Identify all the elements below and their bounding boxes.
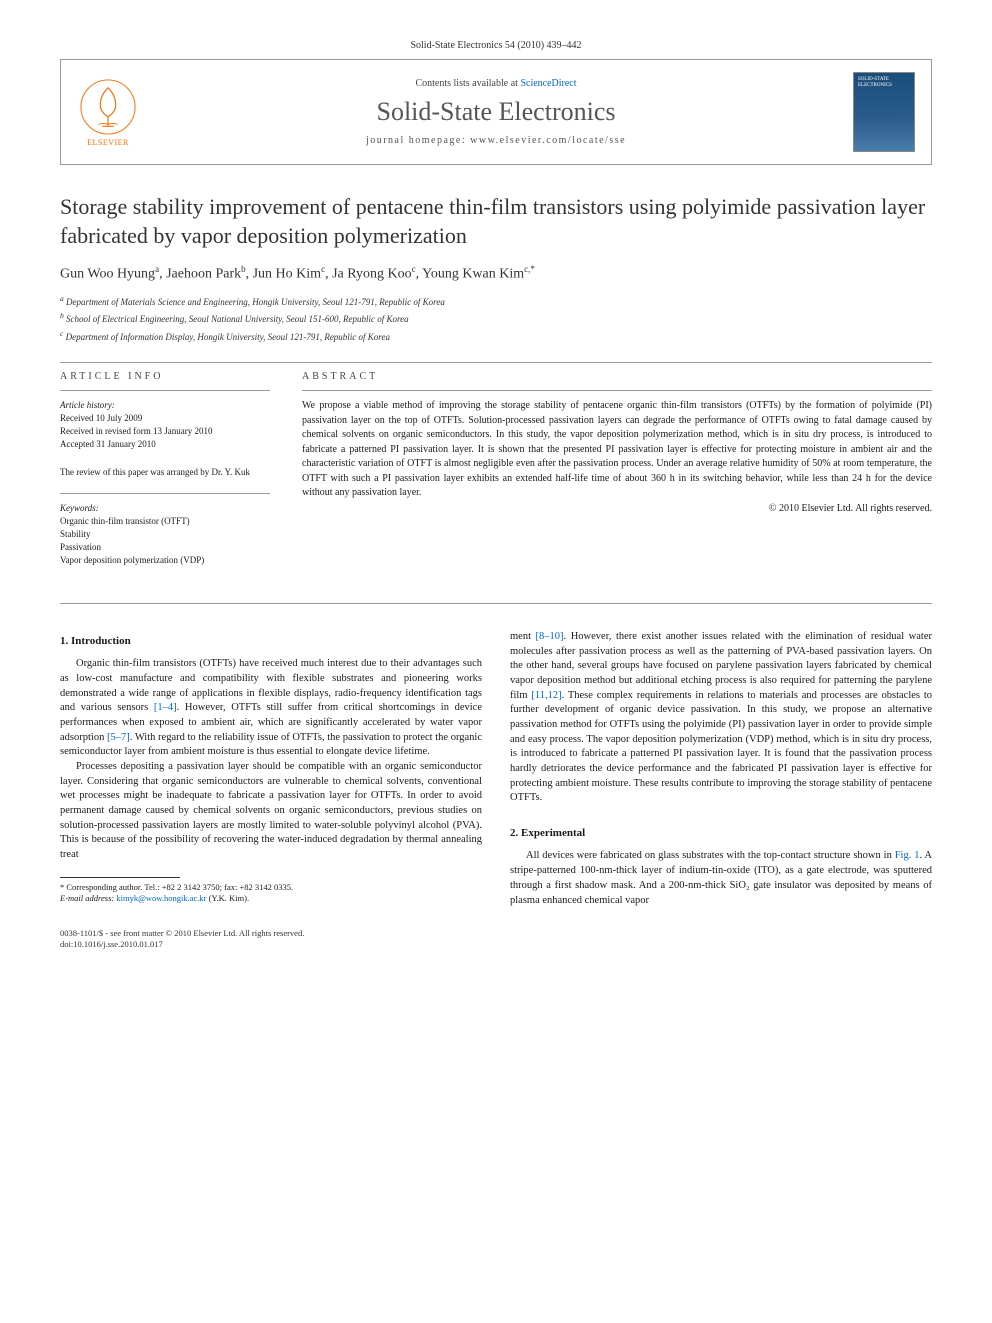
elsevier-tree-icon bbox=[79, 78, 137, 136]
keyword: Passivation bbox=[60, 541, 270, 554]
email-label: E-mail address: bbox=[60, 893, 116, 903]
intro-continuation: ment [8–10]. However, there exist anothe… bbox=[510, 630, 932, 806]
article-title: Storage stability improvement of pentace… bbox=[60, 193, 932, 250]
affiliation-line: c Department of Information Display, Hon… bbox=[60, 328, 932, 345]
journal-name: Solid-State Electronics bbox=[155, 97, 837, 127]
figure-ref-link[interactable]: Fig. 1 bbox=[895, 850, 920, 861]
intro-paragraph-1: Organic thin-film transistors (OTFTs) ha… bbox=[60, 657, 482, 760]
body-column-right: ment [8–10]. However, there exist anothe… bbox=[510, 630, 932, 908]
review-note: The review of this paper was arranged by… bbox=[60, 466, 270, 479]
sciencedirect-link[interactable]: ScienceDirect bbox=[520, 78, 576, 89]
info-abstract-row: ARTICLE INFO Article history: Received 1… bbox=[60, 371, 932, 580]
article-history: Article history: Received 10 July 2009 R… bbox=[60, 399, 270, 451]
affiliation-line: a Department of Materials Science and En… bbox=[60, 293, 932, 310]
divider-top bbox=[60, 362, 932, 363]
corresponding-author-footnote: * Corresponding author. Tel.: +82 2 3142… bbox=[60, 882, 482, 905]
journal-homepage: journal homepage: www.elsevier.com/locat… bbox=[155, 135, 837, 146]
elsevier-label: ELSEVIER bbox=[87, 138, 129, 147]
ref-link[interactable]: [8–10] bbox=[536, 631, 564, 642]
history-revised: Received in revised form 13 January 2010 bbox=[60, 425, 270, 438]
history-received: Received 10 July 2009 bbox=[60, 412, 270, 425]
abstract-text: We propose a viable method of improving … bbox=[302, 399, 932, 501]
affiliations: a Department of Materials Science and En… bbox=[60, 293, 932, 345]
authors-line: Gun Woo Hyunga, Jaehoon Parkb, Jun Ho Ki… bbox=[60, 264, 932, 283]
abstract-heading: ABSTRACT bbox=[302, 371, 932, 382]
divider-bottom bbox=[60, 603, 932, 604]
abstract-column: ABSTRACT We propose a viable method of i… bbox=[302, 371, 932, 580]
body-column-left: 1. Introduction Organic thin-film transi… bbox=[60, 630, 482, 908]
body-columns: 1. Introduction Organic thin-film transi… bbox=[60, 630, 932, 908]
contents-available-line: Contents lists available at ScienceDirec… bbox=[155, 78, 837, 89]
keyword: Vapor deposition polymerization (VDP) bbox=[60, 554, 270, 567]
cover-title: SOLID-STATE ELECTRONICS bbox=[858, 77, 910, 88]
history-accepted: Accepted 31 January 2010 bbox=[60, 438, 270, 451]
keywords-block: Keywords: Organic thin-film transistor (… bbox=[60, 502, 270, 567]
footer-doi: doi:10.1016/j.sse.2010.01.017 bbox=[60, 939, 932, 950]
email-suffix: (Y.K. Kim). bbox=[207, 893, 250, 903]
header-center: Contents lists available at ScienceDirec… bbox=[155, 78, 837, 146]
footnote-separator bbox=[60, 877, 180, 878]
keyword: Organic thin-film transistor (OTFT) bbox=[60, 515, 270, 528]
experim al-paragraph-1: All devices were fabricated on glass sub… bbox=[510, 849, 932, 908]
info-divider-1 bbox=[60, 390, 270, 391]
keywords-label: Keywords: bbox=[60, 502, 270, 515]
article-info-column: ARTICLE INFO Article history: Received 1… bbox=[60, 371, 270, 580]
abstract-copyright: © 2010 Elsevier Ltd. All rights reserved… bbox=[302, 503, 932, 514]
info-divider-2 bbox=[60, 493, 270, 494]
journal-cover-thumbnail: SOLID-STATE ELECTRONICS bbox=[853, 72, 915, 152]
journal-header-box: ELSEVIER Contents lists available at Sci… bbox=[60, 59, 932, 165]
elsevier-logo: ELSEVIER bbox=[77, 76, 139, 148]
contents-prefix: Contents lists available at bbox=[415, 78, 520, 89]
keyword: Stability bbox=[60, 528, 270, 541]
history-label: Article history: bbox=[60, 399, 270, 412]
affiliation-line: b School of Electrical Engineering, Seou… bbox=[60, 310, 932, 327]
section-heading-introduction: 1. Introduction bbox=[60, 634, 482, 649]
ref-link[interactable]: [1–4] bbox=[154, 702, 177, 713]
abstract-divider bbox=[302, 390, 932, 391]
ref-link[interactable]: [5–7] bbox=[107, 732, 130, 743]
corr-author-line: * Corresponding author. Tel.: +82 2 3142… bbox=[60, 882, 482, 893]
intro-paragraph-2: Processes depositing a passivation layer… bbox=[60, 760, 482, 863]
page-footer: 0038-1101/$ - see front matter © 2010 El… bbox=[60, 928, 932, 950]
ref-link[interactable]: [11,12] bbox=[531, 690, 561, 701]
email-link[interactable]: kimyk@wow.hongik.ac.kr bbox=[116, 893, 206, 903]
article-info-heading: ARTICLE INFO bbox=[60, 371, 270, 382]
section-heading-experimental: 2. Experimental bbox=[510, 826, 932, 841]
running-header: Solid-State Electronics 54 (2010) 439–44… bbox=[60, 40, 932, 51]
corr-email-line: E-mail address: kimyk@wow.hongik.ac.kr (… bbox=[60, 893, 482, 904]
footer-front-matter: 0038-1101/$ - see front matter © 2010 El… bbox=[60, 928, 932, 939]
